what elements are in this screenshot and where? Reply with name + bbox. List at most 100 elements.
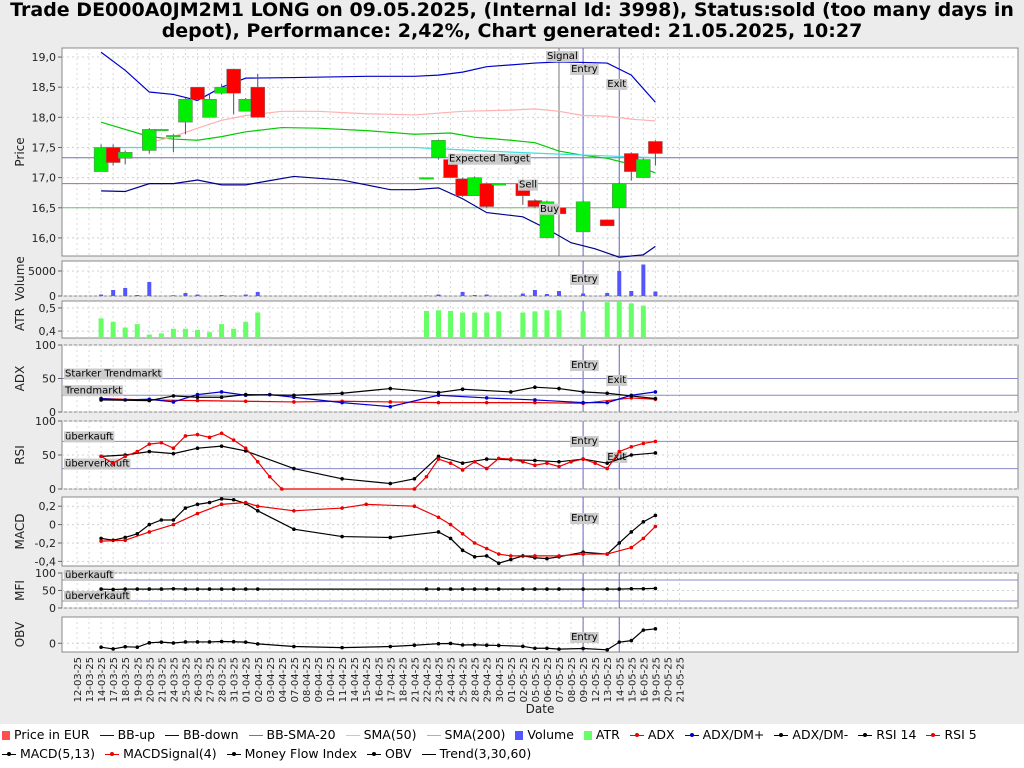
mfi-hline-label-bg [64,570,115,581]
rsi5-line-point [545,461,549,465]
price-tick-label: 16,0 [32,232,57,245]
dm-plus-line-point [195,392,200,397]
macd-signal-line-point [496,552,501,556]
obv-line-point [448,641,453,646]
obv-line-point [219,639,224,644]
rsi5-line-point [509,457,513,461]
rsi5-line-point [424,474,429,479]
atr-bar [580,311,586,338]
marker-label-bg [606,452,628,463]
marker-label-bg [570,436,599,447]
macd-signal-line-point [99,539,103,543]
candle-body [178,98,193,123]
volume-bar [532,290,537,296]
legend-label: MACD(5,13) [20,746,96,761]
candle-body [226,68,241,94]
marker-label-entry: Entry [571,64,598,75]
atr-axis-label: ATR [13,308,27,331]
atr-bar [207,332,213,338]
legend-item: ADX/DM- [774,725,848,744]
obv-line-point [605,648,609,652]
obv-line-point [159,640,164,644]
mfi-line-point [545,587,549,591]
volume-bar [171,295,176,296]
bb-down-line [101,175,656,258]
mfi-tick-label: 50 [42,585,56,598]
rsi5-line-point [111,461,115,465]
mfi-line-point [207,587,212,591]
macd-tick-label: -0,2 [35,537,56,550]
candle-body [648,141,663,154]
obv-line-point [617,640,622,644]
macd-signal-line-point [448,522,453,527]
x-tick-label: 12-03-25 [73,657,84,702]
obv-line-point [99,645,103,649]
macd-line-point [231,497,236,502]
obv-line-point [496,643,501,648]
obv-line-point [147,641,152,645]
x-tick-label: 07-04-25 [290,657,301,702]
atr-bar [484,312,490,338]
volume-bar [195,294,200,296]
legend-label: Volume [527,727,574,742]
candle-body [491,183,506,186]
volume-bar [641,264,646,296]
x-tick-label: 21-03-25 [157,657,168,702]
macd-signal-line-point [147,530,152,534]
macd-signal-line-point [340,506,344,510]
macd-line-point [653,513,658,518]
chart-legend: Price in EUR BB-up BB-down BB-SMA-20 SMA(50)… [0,724,1024,768]
mfi-line-point [231,587,236,591]
macd-signal-line-point [484,546,489,551]
macd-signal-line-point [364,502,369,507]
atr-bar [98,318,104,338]
rsi5-line-point [243,446,248,451]
macd-line-point [448,536,453,541]
rsi5-line-point [460,468,465,472]
marker-label-entry: Entry [571,274,598,285]
marker-label-bg [570,513,599,524]
price-level-label-bg [448,153,531,165]
macd-signal-line-point [412,504,417,509]
x-tick-label: 20-05-25 [663,657,674,702]
atr-bar [616,301,622,338]
macd-line-point [135,532,140,536]
atr-bar [219,324,225,338]
atr-bar [158,333,164,338]
obv-line-point [581,646,585,651]
rsi14-line-point [605,461,609,465]
rsi-hline-label-bg [64,431,115,443]
rsi5-line-point [183,434,188,438]
dm-minus-line-point [460,387,465,392]
x-tick-label: 13-03-25 [85,657,96,702]
x-tick-label: 21-04-25 [410,657,421,702]
macd-line-point [472,555,477,559]
mfi-line-point [171,586,176,591]
dm-minus-line-point [147,398,152,403]
obv-line-point [484,643,489,648]
rsi14-line-point [436,454,441,459]
volume-bar [243,294,248,296]
obv-line-point [111,647,115,651]
rsi-tick-label: 0 [49,483,56,496]
dm-minus-line-point [195,395,200,400]
atr-bar [195,329,200,338]
obv-plot-area [61,616,1019,653]
price-level-label: Expected Target [449,154,530,165]
x-tick-label: 14-04-25 [350,657,361,702]
rsi5-line-point [472,460,477,464]
x-tick-label: 02-05-25 [519,657,530,702]
dm-minus-line-point [436,390,441,395]
rsi5-line-point [159,440,164,445]
legend-label: Trend(3,30,60) [439,746,532,761]
candle-body [117,152,133,159]
x-tick-label: 20-03-25 [145,657,156,702]
x-tick-label: 14-05-25 [615,657,626,702]
obv-line-point [545,646,549,651]
obv-line-point [629,638,634,643]
atr-bar [544,310,550,338]
legend-label: ADX [647,727,675,742]
rsi5-line-point [195,432,200,437]
legend-swatch [583,731,592,740]
x-tick-label: 25-03-25 [181,657,192,702]
